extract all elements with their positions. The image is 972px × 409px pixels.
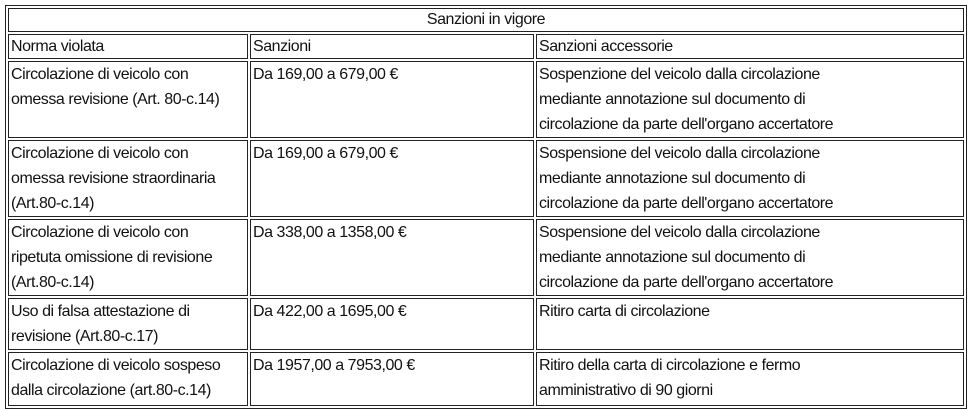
cell-sanzioni: Da 169,00 a 679,00 €	[250, 61, 534, 138]
cell-sanzioni: Da 169,00 a 679,00 €	[250, 140, 534, 217]
table-row: Circolazione di veicolo con ripetuta omi…	[8, 219, 964, 296]
header-row: Norma violata Sanzioni Sanzioni accessor…	[8, 34, 964, 59]
cell-norma: Circolazione di veicolo sospeso dalla ci…	[8, 352, 248, 406]
cell-accessorie: Sospensione del veicolo dalla circolazio…	[536, 140, 964, 217]
header-sanzioni: Sanzioni	[250, 34, 534, 59]
cell-norma: Circolazione di veicolo con omessa revis…	[8, 61, 248, 138]
header-accessorie: Sanzioni accessorie	[536, 34, 964, 59]
header-norma: Norma violata	[8, 34, 248, 59]
sanctions-table: Sanzioni in vigore Norma violata Sanzion…	[5, 5, 967, 409]
table-row: Circolazione di veicolo sospeso dalla ci…	[8, 352, 964, 406]
table-row: Circolazione di veicolo con omessa revis…	[8, 140, 964, 217]
cell-accessorie: Ritiro della carta di circolazione e fer…	[536, 352, 964, 406]
cell-norma: Circolazione di veicolo con ripetuta omi…	[8, 219, 248, 296]
cell-sanzioni: Da 422,00 a 1695,00 €	[250, 298, 534, 350]
cell-sanzioni: Da 338,00 a 1358,00 €	[250, 219, 534, 296]
table-title: Sanzioni in vigore	[8, 8, 964, 32]
title-row: Sanzioni in vigore	[8, 8, 964, 32]
table-row: Circolazione di veicolo con omessa revis…	[8, 61, 964, 138]
cell-accessorie: Sospensione del veicolo dalla circolazio…	[536, 219, 964, 296]
cell-norma: Uso di falsa attestazione di revisione (…	[8, 298, 248, 350]
cell-sanzioni: Da 1957,00 a 7953,00 €	[250, 352, 534, 406]
cell-accessorie: Ritiro carta di circolazione	[536, 298, 964, 350]
table-row: Uso di falsa attestazione di revisione (…	[8, 298, 964, 350]
cell-accessorie: Sospenzione del veicolo dalla circolazio…	[536, 61, 964, 138]
cell-norma: Circolazione di veicolo con omessa revis…	[8, 140, 248, 217]
